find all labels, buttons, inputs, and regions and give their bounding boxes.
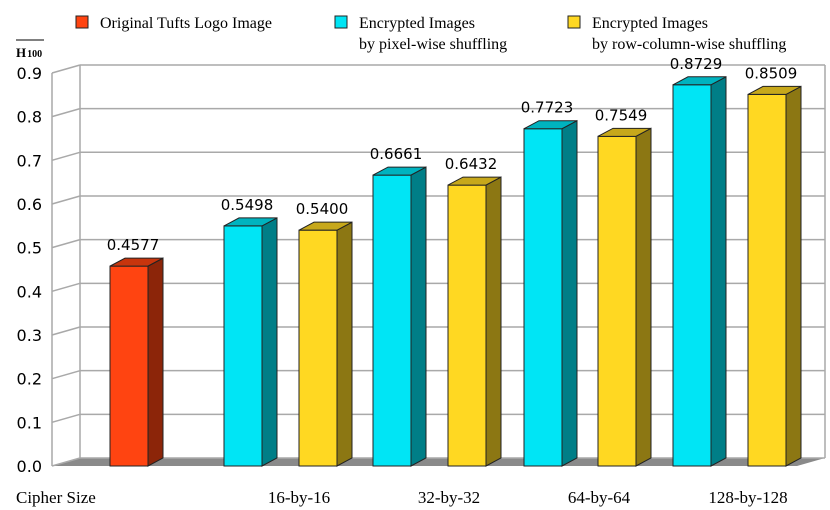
legend-label: by pixel-wise shuffling: [359, 36, 507, 53]
bar-front: [597, 135, 637, 467]
bar-top: [747, 85, 802, 95]
data-label: 0.8729: [670, 55, 723, 73]
bar-top: [672, 76, 727, 86]
bar-top: [523, 120, 578, 130]
axis-layer: 0.0 0.1 0.2 0.3 0.4 0.5 0.6 0.7 0.8 0.9 H100 Cipher…: [16, 39, 788, 507]
data-label: 0.6432: [445, 155, 498, 173]
bar-front: [298, 229, 338, 467]
bar-front: [672, 84, 712, 467]
bar: [223, 217, 278, 467]
legend-label: Encrypted Images: [592, 15, 708, 32]
x-tick-label: 32-by-32: [418, 488, 480, 507]
gridline-side: [51, 326, 81, 336]
legend-item: Encrypted Images by pixel-wise shuffling: [334, 15, 507, 53]
x-axis-label: Cipher Size: [16, 488, 96, 507]
bar-side: [635, 127, 652, 467]
y-tick-label: 0.4: [17, 282, 42, 301]
gridline-side: [51, 413, 81, 424]
bar: [597, 127, 652, 467]
legend-swatch: [334, 15, 348, 29]
y-tick-label: 0.1: [17, 413, 42, 432]
bar-front: [747, 93, 787, 467]
data-label: 0.8509: [745, 64, 798, 82]
x-tick-label: 64-by-64: [568, 488, 631, 507]
bar: [523, 119, 578, 467]
gridline-side: [51, 282, 81, 293]
bar-top: [447, 176, 502, 186]
legend: Original Tufts Logo Image Encrypted Image…: [75, 15, 786, 53]
y-tick-label: 0.6: [17, 195, 42, 214]
bar-top: [597, 127, 652, 137]
bar: [672, 75, 727, 467]
y-axis-label: H100: [16, 45, 42, 60]
bar-side: [561, 119, 578, 467]
x-tick-label: 128-by-128: [708, 488, 787, 507]
bar-side: [261, 217, 278, 467]
gridline-side: [51, 457, 81, 467]
data-label: 0.5400: [296, 200, 349, 218]
bar-top: [223, 217, 278, 227]
data-label: 0.6661: [370, 145, 423, 163]
gridline-side: [51, 64, 81, 74]
data-label: 0.4577: [107, 236, 160, 254]
bar-side: [785, 85, 802, 467]
y-tick-label: 0.2: [17, 370, 42, 389]
legend-label: by row-column-wise shuffling: [592, 36, 786, 53]
legend-swatch: [75, 15, 89, 29]
bar-side: [485, 176, 502, 467]
y-tick-label: 0.9: [17, 64, 42, 83]
bar-layer: [109, 75, 802, 467]
bar-front: [109, 265, 149, 467]
bar: [747, 85, 802, 467]
legend-swatch: [567, 15, 581, 29]
gridline-side: [51, 238, 81, 249]
legend-label: Original Tufts Logo Image: [100, 15, 272, 32]
y-tick-label: 0.5: [17, 239, 42, 258]
bar-top: [372, 166, 427, 176]
bar-top: [109, 257, 164, 267]
bar-side: [710, 75, 727, 467]
bar: [109, 257, 164, 467]
bar-side: [336, 221, 353, 467]
y-tick-label: 0.8: [17, 108, 42, 127]
legend-item: Original Tufts Logo Image: [75, 15, 272, 32]
label-layer: 0.4577 0.5498 0.5400 0.6661 0.6432 0.7723 0.75…: [107, 55, 798, 254]
bar-side: [410, 166, 427, 467]
bar-side: [147, 257, 164, 467]
legend-item: Encrypted Images by row-column-wise shuff…: [567, 15, 786, 53]
bar-front: [223, 225, 263, 467]
y-tick-label: 0.3: [17, 326, 42, 345]
bar-front: [447, 184, 487, 467]
gridline-side: [51, 195, 81, 205]
legend-label: Encrypted Images: [359, 15, 475, 32]
gridline-side: [51, 107, 81, 118]
bar-front: [372, 174, 412, 467]
bar-top: [298, 221, 353, 231]
x-tick-label: 16-by-16: [268, 488, 330, 507]
bar-front: [523, 128, 563, 467]
data-label: 0.7723: [521, 99, 574, 117]
data-label: 0.7549: [595, 106, 648, 124]
bar: [372, 166, 427, 467]
gridline-side: [51, 151, 81, 162]
bar: [447, 176, 502, 467]
y-tick-label: 0.7: [17, 151, 42, 170]
gridline-side: [51, 369, 81, 380]
bar: [298, 221, 353, 467]
data-label: 0.5498: [221, 196, 274, 214]
y-tick-label: 0.0: [17, 457, 42, 476]
